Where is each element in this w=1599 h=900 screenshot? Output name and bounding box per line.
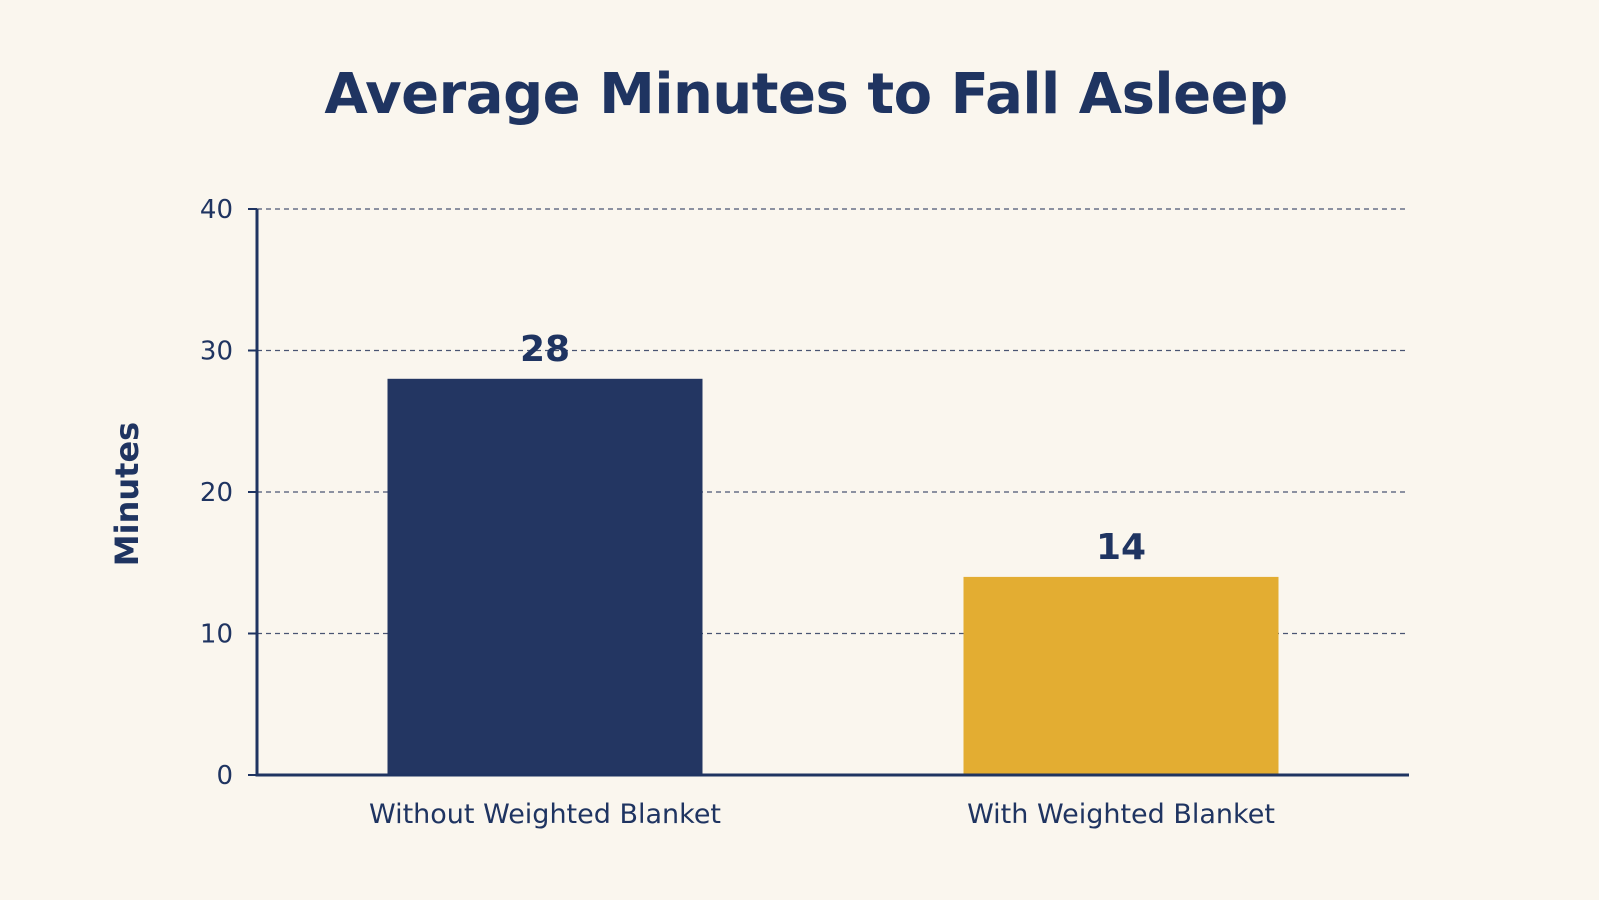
bar-2 (963, 576, 1279, 775)
bar-1 (387, 378, 703, 775)
y-tick-label-0: 0 (216, 761, 233, 791)
y-axis-ticks: 0 10 20 30 40 (200, 195, 257, 791)
bar-value-label-1: 28 (520, 329, 570, 370)
y-tick-label-20: 20 (200, 478, 233, 508)
data-labels: 28 14 (520, 329, 1146, 568)
y-tick-label-30: 30 (200, 337, 233, 367)
y-tick-label-40: 40 (200, 195, 233, 225)
chart-title: Average Minutes to Fall Asleep (324, 62, 1287, 127)
x-category-label-2: With Weighted Blanket (967, 799, 1275, 830)
x-axis-categories: Without Weighted Blanket With Weighted Bl… (369, 799, 1275, 830)
x-category-label-1: Without Weighted Blanket (369, 799, 721, 830)
bars (387, 378, 1279, 775)
y-tick-label-10: 10 (200, 620, 233, 650)
y-axis-label: Minutes (108, 422, 146, 566)
bar-value-label-2: 14 (1096, 527, 1146, 568)
